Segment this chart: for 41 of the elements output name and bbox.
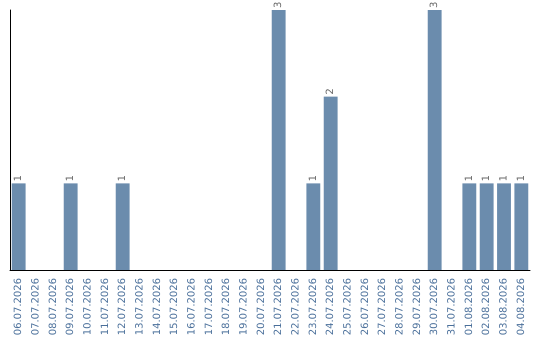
data-label: 1: [516, 174, 527, 182]
data-label: 1: [13, 174, 24, 182]
data-label: 1: [117, 174, 128, 182]
x-tick-label: 24.07.2026: [325, 278, 336, 336]
x-tick-label: 02.08.2026: [481, 278, 492, 336]
x-tick-label: 28.07.2026: [394, 278, 406, 336]
x-tick-label: 14.07.2026: [152, 278, 163, 336]
data-label: 1: [308, 174, 319, 182]
data-label: 1: [65, 174, 76, 182]
x-tick-label: 19.07.2026: [238, 278, 250, 336]
data-label: 1: [498, 174, 510, 182]
x-tick-label: 18.07.2026: [221, 278, 232, 336]
x-tick-label: 15.07.2026: [169, 278, 180, 336]
x-tick-label: 22.07.2026: [290, 278, 302, 336]
x-tick-label: 12.07.2026: [117, 278, 128, 336]
x-tick-label: 27.07.2026: [377, 278, 388, 336]
x-tick-label: 03.08.2026: [498, 278, 510, 336]
x-tick-label: 06.07.2026: [13, 278, 24, 336]
x-tick-label: 31.07.2026: [446, 278, 458, 336]
x-tick-label: 26.07.2026: [360, 278, 371, 336]
x-tick-label: 13.07.2026: [134, 278, 146, 336]
data-label: 1: [481, 174, 492, 182]
x-tick-label: 09.07.2026: [65, 278, 76, 336]
data-label: 3: [273, 2, 284, 8]
x-tick-label: 30.07.2026: [429, 278, 440, 336]
x-tick-label: 04.08.2026: [516, 278, 527, 336]
x-tick-label: 21.07.2026: [273, 278, 284, 336]
x-tick-label: 11.07.2026: [100, 278, 111, 336]
x-tick-label: 01.08.2026: [464, 278, 475, 336]
x-tick-label: 07.07.2026: [30, 278, 42, 336]
data-label: 1: [464, 174, 475, 182]
x-tick-label: 16.07.2026: [186, 278, 198, 336]
data-label: 2: [325, 88, 336, 95]
x-tick-label: 29.07.2026: [412, 278, 423, 336]
x-tick-label: 23.07.2026: [308, 278, 319, 336]
x-tick-label: 10.07.2026: [82, 278, 94, 336]
x-tick-label: 20.07.2026: [256, 278, 267, 336]
data-label: 3: [429, 2, 440, 8]
x-tick-label: 17.07.2026: [204, 278, 215, 336]
x-tick-label: 08.07.2026: [48, 278, 59, 336]
x-tick-label: 25.07.2026: [342, 278, 354, 336]
